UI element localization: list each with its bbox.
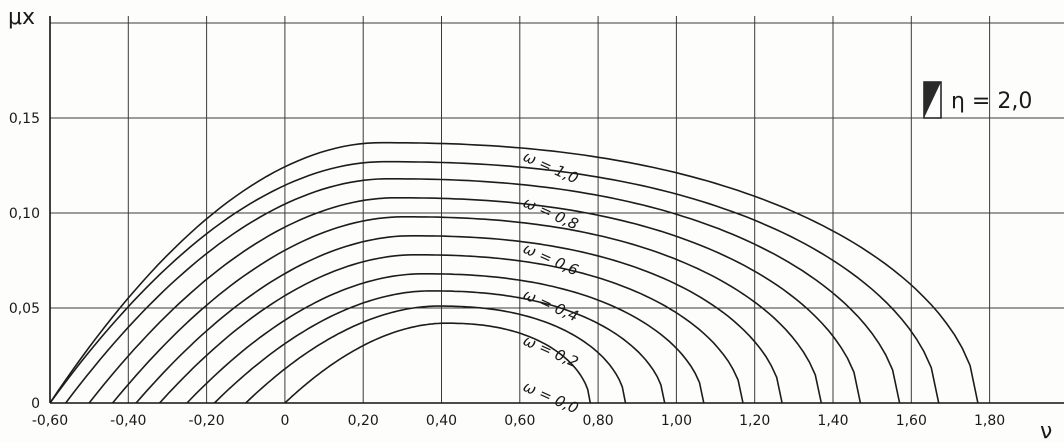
tick-labels: -0,60 -0,40 -0,20 0 0,20 0,40 0,60 0,80 1,00 1,20…	[9, 111, 1005, 429]
curve-8	[65, 178, 901, 404]
curve-label: ω = 0,8	[520, 193, 581, 233]
axes	[49, 16, 1064, 404]
y-tick-label: 0,10	[9, 206, 40, 222]
legend: η = 2,0	[923, 81, 1032, 119]
curve-label: ω = 0,0	[520, 377, 581, 417]
curve-10	[49, 141, 979, 404]
curve-6	[111, 216, 823, 404]
x-tick-label: 1,60	[896, 413, 927, 429]
legend-swatch	[923, 81, 942, 119]
curve-label: ω = 0,2	[520, 331, 581, 371]
x-tick-label: -0,40	[110, 413, 146, 429]
curve-3	[186, 272, 705, 404]
x-tick-label: 1,20	[739, 413, 770, 429]
curve-7	[88, 197, 862, 404]
x-tick-label: 1,40	[817, 413, 848, 429]
x-tick-label: -0,20	[188, 413, 224, 429]
y-tick-label: 0,05	[9, 301, 40, 317]
x-axis-title: ν	[1040, 419, 1052, 443]
curves	[49, 141, 979, 404]
x-tick-label: 1,00	[661, 413, 692, 429]
x-tick-label: 0,40	[426, 413, 457, 429]
x-tick-label: 0	[280, 413, 289, 429]
x-tick-label: 1,80	[974, 413, 1005, 429]
x-tick-label: 0,80	[583, 413, 614, 429]
curve-2	[213, 290, 666, 404]
curve-0	[284, 322, 592, 404]
y-axis-title: μx	[8, 5, 35, 30]
y-tick-label: 0,15	[9, 111, 40, 127]
curve-9	[49, 160, 940, 404]
x-tick-label: -0,60	[32, 413, 68, 429]
y-tick-label: 0	[31, 396, 40, 412]
curve-1	[245, 305, 627, 404]
curve-5	[135, 235, 783, 404]
x-tick-label: 0,60	[504, 413, 535, 429]
curve-4	[159, 254, 744, 404]
legend-label: η = 2,0	[951, 89, 1032, 114]
x-tick-label: 0,20	[348, 413, 379, 429]
